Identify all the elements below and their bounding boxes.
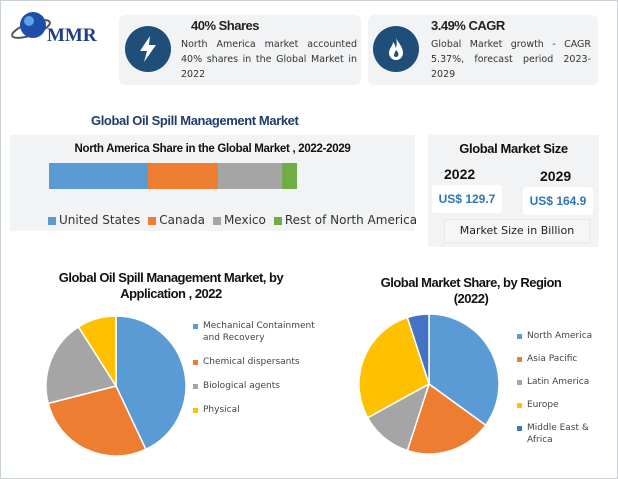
legend-swatch	[193, 408, 198, 413]
unit-label: Market Size in Billion	[444, 219, 590, 243]
legend-label: North America	[527, 331, 593, 341]
legend-label: Physical	[203, 405, 240, 415]
legend-swatch	[517, 426, 522, 431]
legend-item: United States	[48, 213, 140, 227]
legend-label: Canada	[159, 213, 205, 227]
legend-label: Mechanical Containment and Recovery	[203, 321, 315, 343]
value-2029: US$ 164.9	[523, 187, 593, 215]
legend-swatch	[273, 216, 282, 225]
kpi-title: 3.49% CAGR	[431, 18, 505, 33]
pie-slice-chemical-dispersants	[47, 385, 147, 457]
application-pie	[45, 315, 187, 457]
legend-item: Middle East & Africa	[517, 422, 607, 446]
pie-slice-asia-pacific	[406, 382, 487, 455]
pie-slice-biological-agents	[45, 325, 118, 405]
legend-label: Asia Pacific	[527, 354, 578, 364]
legend-item: Canada	[148, 213, 205, 227]
kpi-card-shares: 40% Shares North America market accounte…	[119, 15, 361, 85]
legend-swatch	[517, 380, 522, 385]
legend-label: United States	[59, 213, 141, 227]
year-2022: 2022	[444, 166, 476, 182]
logo-text: MMR	[47, 25, 97, 46]
legend-swatch	[193, 360, 198, 365]
legend-item: Chemical dispersants	[193, 356, 323, 368]
lightning-icon	[125, 26, 171, 72]
logo: MMR	[9, 9, 109, 49]
region-chart-title: Global Market Share, by Region (2022)	[380, 275, 562, 306]
market-size-panel: Global Market Size 2022 2029 US$ 129.7 U…	[428, 135, 599, 247]
legend-item: Latin America	[517, 376, 607, 388]
kpi-title: 40% Shares	[191, 18, 260, 33]
legend-label: Mexico	[223, 213, 266, 227]
legend-label: Middle East & Africa	[527, 423, 589, 445]
application-legend: Mechanical Containment and Recovery Chemi…	[193, 320, 323, 428]
legend-swatch	[517, 357, 522, 362]
legend-item: Asia Pacific	[517, 353, 607, 365]
legend-swatch	[212, 216, 221, 225]
bar-segment-canada	[148, 163, 218, 189]
chart-title: North America Share in the Global Market…	[74, 143, 351, 155]
legend-item: Europe	[517, 399, 607, 411]
legend-swatch	[517, 403, 522, 408]
market-size-title: Global Market Size	[459, 141, 568, 156]
pie-slice-middle-east-africa	[406, 313, 430, 385]
bar-segment-united-states	[49, 163, 149, 189]
legend-item: Rest of North America	[273, 213, 418, 227]
pie-slice-north-america	[428, 313, 500, 427]
value-2022: US$ 129.7	[432, 185, 502, 213]
north-america-share-panel: North America Share in the Global Market…	[10, 135, 417, 231]
legend-item: Physical	[193, 404, 323, 416]
flame-icon	[373, 26, 419, 72]
year-2029: 2029	[540, 168, 572, 184]
legend-label: Europe	[527, 400, 559, 410]
legend-label: Latin America	[527, 377, 590, 387]
legend-label: Chemical dispersants	[203, 357, 300, 367]
region-legend: North America Asia Pacific Latin America Eu…	[517, 330, 607, 457]
bar-segment-rest-of-north-america	[282, 163, 297, 189]
legend-item: Biological agents	[193, 380, 323, 392]
region-pie	[358, 313, 500, 455]
legend-swatch	[517, 334, 522, 339]
legend-item: Mexico	[212, 213, 266, 227]
pie-slice-europe	[358, 316, 430, 419]
legend-label: Rest of North America	[284, 213, 418, 227]
legend-swatch	[193, 324, 198, 329]
legend-item: Mechanical Containment and Recovery	[193, 320, 323, 344]
application-chart-title: Global Oil Spill Management Market, by A…	[58, 270, 284, 301]
main-title: Global Oil Spill Management Market	[91, 113, 299, 128]
legend-item: North America	[517, 330, 607, 342]
kpi-text: Global Market growth - CAGR 5.37%, forec…	[431, 39, 591, 80]
legend-label: Biological agents	[203, 381, 280, 391]
legend-swatch	[48, 216, 56, 225]
globe-icon	[11, 12, 51, 39]
pie-slice-physical	[77, 315, 117, 389]
bar-segment-mexico	[217, 163, 283, 189]
stacked-bar	[49, 163, 297, 189]
legend-swatch	[148, 216, 157, 225]
bar-legend: United States Canada Mexico Rest of North A…	[48, 211, 425, 229]
kpi-text: North America market accounted 40% share…	[181, 39, 357, 80]
legend-swatch	[193, 384, 198, 389]
kpi-card-cagr: 3.49% CAGR Global Market growth - CAGR 5…	[368, 15, 598, 85]
pie-slice-mechanical-containment-and-recovery	[115, 315, 187, 451]
